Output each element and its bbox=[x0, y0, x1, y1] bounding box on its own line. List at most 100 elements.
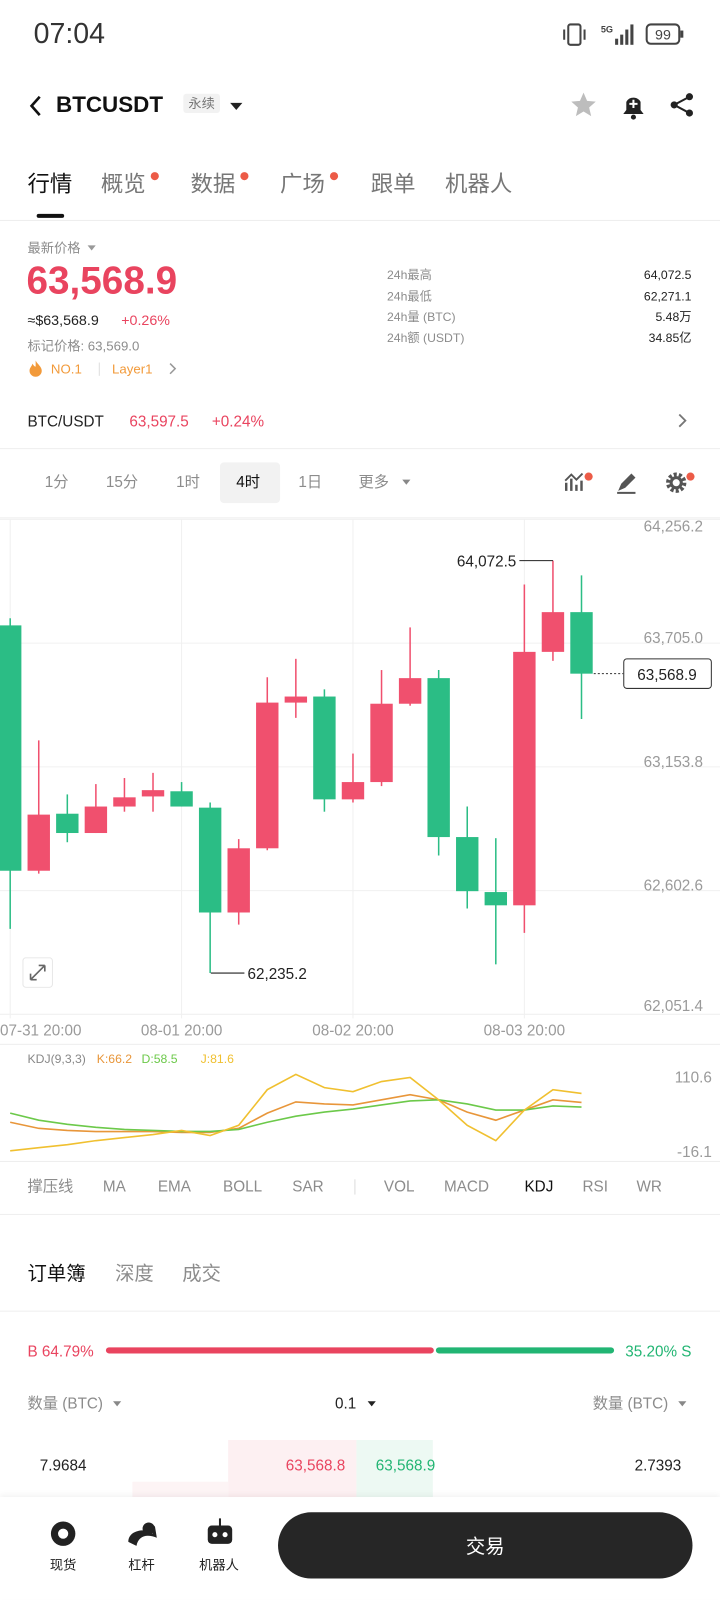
tab[interactable]: 行情 bbox=[27, 171, 73, 197]
low-label: 62,235.2 bbox=[247, 966, 306, 983]
book-tab[interactable]: 订单簿 bbox=[27, 1263, 86, 1286]
buy-bar bbox=[105, 1347, 435, 1354]
divider bbox=[0, 219, 720, 221]
separator bbox=[98, 362, 100, 376]
y-tick-label: -16.1 bbox=[677, 1144, 712, 1161]
trade-button[interactable]: 交易 bbox=[278, 1512, 693, 1579]
network: 5G bbox=[601, 25, 613, 35]
indicator[interactable]: VOL bbox=[383, 1178, 415, 1196]
sell-ratio: 35.20% S bbox=[625, 1343, 692, 1361]
caret bbox=[678, 1401, 687, 1407]
draw-tool[interactable] bbox=[617, 473, 636, 494]
indicator[interactable]: MA bbox=[102, 1178, 126, 1196]
candle-body bbox=[227, 848, 250, 913]
high-label: 64,072.5 bbox=[457, 554, 516, 571]
ask-quantity: 2.7393 bbox=[634, 1457, 682, 1475]
nav-item[interactable]: 杠杆 bbox=[128, 1557, 155, 1573]
indicator[interactable]: SAR bbox=[292, 1178, 324, 1196]
divider bbox=[0, 1043, 720, 1045]
caret bbox=[113, 1401, 122, 1407]
precision[interactable]: 0.1 bbox=[335, 1395, 357, 1413]
tab[interactable]: 跟单 bbox=[370, 171, 416, 197]
ask-price: 63,568.9 bbox=[375, 1457, 436, 1475]
book-tab[interactable]: 深度 bbox=[115, 1263, 154, 1286]
nav-item[interactable]: 机器人 bbox=[199, 1557, 239, 1573]
column-header: 数量 (BTC) bbox=[592, 1395, 669, 1413]
interval[interactable]: 1日 bbox=[298, 473, 323, 491]
mark-price: 标记价格: 63,569.0 bbox=[27, 338, 140, 354]
indicator-line bbox=[9, 1099, 582, 1133]
battery: 99 bbox=[655, 28, 671, 44]
interval[interactable]: 1时 bbox=[176, 473, 200, 491]
rank[interactable]: NO.1 bbox=[50, 361, 82, 377]
nav-item[interactable]: 现货 bbox=[49, 1557, 77, 1573]
divider bbox=[0, 1310, 720, 1312]
price-label: 最新价格 bbox=[27, 240, 81, 256]
tab[interactable]: 数据 bbox=[190, 171, 236, 197]
symbol: BTCUSDT bbox=[56, 91, 164, 118]
ask-depth bbox=[356, 1440, 433, 1498]
spot-pair[interactable]: BTC/USDT bbox=[27, 413, 104, 431]
trade-label: 交易 bbox=[465, 1536, 505, 1559]
interval[interactable]: 4时 bbox=[236, 473, 261, 491]
chevron[interactable] bbox=[676, 412, 688, 428]
tab[interactable]: 广场 bbox=[280, 171, 325, 197]
indicator[interactable]: KDJ bbox=[524, 1178, 554, 1196]
separator bbox=[354, 1179, 356, 1195]
stat-label: 24h最高 bbox=[386, 267, 432, 283]
indicator[interactable]: WR bbox=[636, 1178, 662, 1196]
candle-body bbox=[284, 696, 308, 703]
candle-body bbox=[541, 612, 565, 652]
indicator-tool[interactable] bbox=[564, 472, 584, 491]
x-tick-label: 07-31 20:00 bbox=[0, 1023, 82, 1040]
indicator[interactable]: 撑压线 bbox=[27, 1178, 74, 1196]
contract-tag[interactable]: 永续 bbox=[183, 93, 220, 114]
column-header: 数量 (BTC) bbox=[27, 1395, 104, 1413]
last-price-box bbox=[623, 658, 712, 689]
bid-quantity: 7.9684 bbox=[39, 1457, 87, 1475]
settings-tool[interactable] bbox=[666, 472, 687, 493]
nav-icons bbox=[50, 1518, 233, 1546]
indicator[interactable]: BOLL bbox=[223, 1178, 263, 1196]
spot-price: 63,597.5 bbox=[129, 413, 189, 431]
x-tick-label: 08-02 20:00 bbox=[312, 1023, 394, 1040]
interval[interactable]: 更多 bbox=[358, 473, 390, 491]
sector[interactable]: Layer1 bbox=[112, 361, 153, 377]
fullscreen-button[interactable] bbox=[22, 957, 53, 988]
chart: 07-31 20:00 08-01 20:00 08-02 20:00 08-03 2… bbox=[0, 519, 720, 1161]
last-price-label: 63,568.9 bbox=[637, 667, 696, 684]
candle-body bbox=[0, 625, 22, 871]
legend-entry: J:81.6 bbox=[201, 1052, 234, 1066]
tab[interactable]: 概览 bbox=[100, 171, 146, 197]
stat-value: 5.48万 bbox=[655, 309, 692, 324]
header-actions bbox=[571, 92, 694, 120]
divider bbox=[0, 448, 720, 450]
ratio-bar bbox=[105, 1347, 615, 1354]
indicator[interactable]: EMA bbox=[157, 1178, 191, 1196]
x-tick-label: 08-03 20:00 bbox=[484, 1023, 566, 1040]
last-price: 63,568.9 bbox=[26, 259, 178, 303]
stat-label: 24h最低 bbox=[386, 289, 432, 304]
candle-body bbox=[398, 678, 422, 704]
dropdown-caret[interactable] bbox=[229, 102, 243, 112]
interval[interactable]: 1分 bbox=[44, 473, 69, 491]
badge-dot bbox=[329, 172, 339, 181]
tab-indicator bbox=[36, 213, 65, 218]
back-button[interactable] bbox=[26, 94, 46, 118]
favorite-icon[interactable] bbox=[571, 92, 596, 117]
indicator[interactable]: RSI bbox=[582, 1178, 608, 1196]
share-icon[interactable] bbox=[670, 93, 694, 117]
chart-tools bbox=[564, 472, 695, 494]
candle-body bbox=[370, 703, 393, 783]
status-icons: 5G 99 bbox=[563, 23, 684, 46]
interval[interactable]: 15分 bbox=[105, 473, 139, 491]
bid-depth bbox=[132, 1481, 229, 1498]
candle-body bbox=[313, 696, 336, 800]
indicator[interactable]: MACD bbox=[444, 1178, 490, 1196]
caret bbox=[367, 1401, 376, 1407]
candle-body bbox=[341, 782, 365, 800]
tab[interactable]: 机器人 bbox=[445, 171, 513, 197]
book-tab[interactable]: 成交 bbox=[182, 1263, 222, 1286]
